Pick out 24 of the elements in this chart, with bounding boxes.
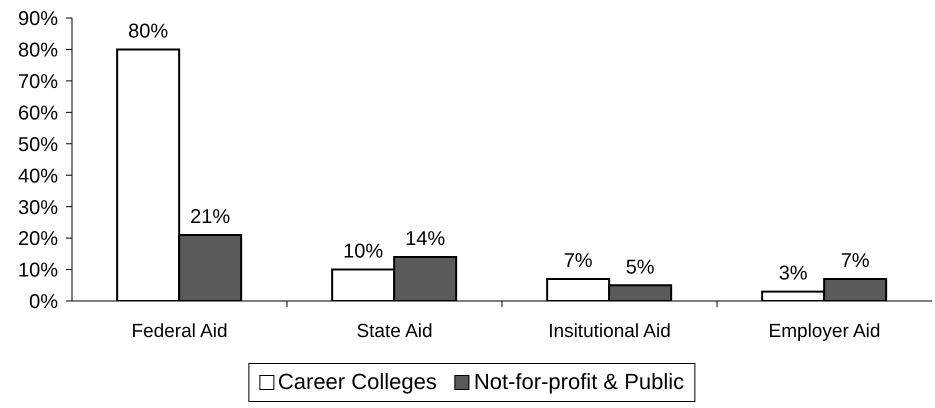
y-tick-label: 10%: [18, 260, 58, 282]
y-tick-label: 20%: [18, 228, 58, 250]
y-tick-label: 0%: [29, 291, 58, 314]
y-tick-label: 40%: [18, 165, 58, 188]
data-label: 5%: [626, 256, 655, 278]
legend-label: Not-for-profit & Public: [474, 369, 684, 395]
data-label: 7%: [840, 250, 870, 272]
data-label: 80%: [128, 20, 168, 42]
x-tick-label: Employer Aid: [768, 321, 880, 342]
legend-label: Career Colleges: [278, 369, 437, 395]
data-label: 3%: [778, 262, 808, 285]
y-tick-label: 90%: [18, 8, 58, 30]
y-tick-label: 30%: [18, 196, 58, 219]
data-label: 21%: [190, 206, 230, 228]
data-label: 10%: [343, 240, 384, 263]
y-tick-label: 70%: [18, 70, 58, 93]
y-tick-label: 50%: [18, 134, 58, 156]
y-tick-label: 80%: [18, 40, 58, 62]
x-tick-label: Insitutional Aid: [548, 321, 671, 342]
x-tick-label: Federal Aid: [131, 321, 228, 342]
x-tick-label: State Aid: [356, 321, 433, 342]
data-label: 7%: [564, 250, 593, 272]
data-label: 14%: [405, 228, 446, 250]
y-tick-label: 60%: [18, 102, 58, 124]
